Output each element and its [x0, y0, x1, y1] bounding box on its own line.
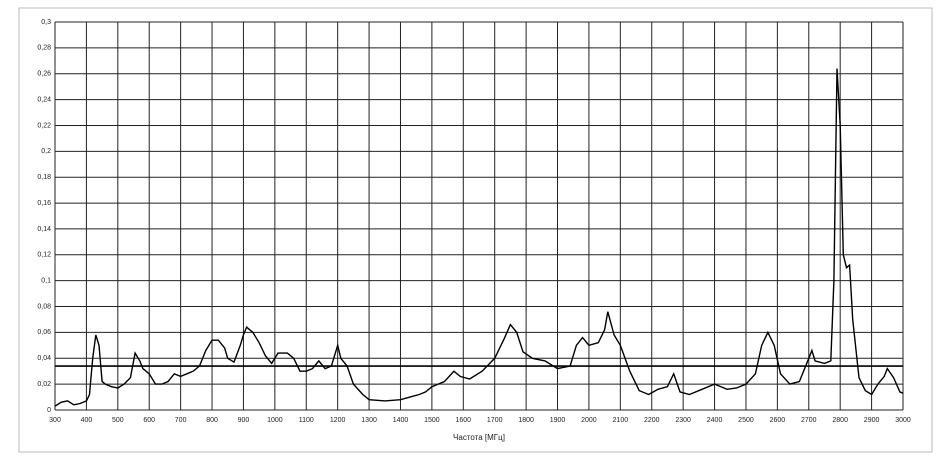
y-tick-label: 0,1	[41, 278, 51, 285]
x-tick-label: 1500	[424, 417, 440, 424]
x-tick-label: 3000	[895, 417, 911, 424]
y-tick-label: 0	[47, 407, 51, 414]
x-axis-label: Частота [МГц]	[453, 433, 505, 442]
x-tick-label: 1400	[393, 417, 409, 424]
x-tick-label: 700	[175, 417, 187, 424]
x-tick-label: 2000	[581, 417, 597, 424]
x-tick-label: 2500	[738, 417, 754, 424]
x-tick-label: 2600	[770, 417, 786, 424]
y-tick-label: 0,2	[41, 148, 51, 155]
x-tick-label: 800	[206, 417, 218, 424]
y-tick-label: 0,06	[37, 329, 51, 336]
frame	[18, 7, 933, 453]
x-tick-label: 1800	[518, 417, 534, 424]
x-tick-label: 2900	[864, 417, 880, 424]
x-tick-label: 900	[238, 417, 250, 424]
data-line	[54, 68, 904, 407]
y-tick-label: 0,12	[37, 252, 51, 259]
x-tick-label: 1700	[487, 417, 503, 424]
y-tick-label: 0,16	[37, 200, 51, 207]
y-tick-label: 0,28	[37, 45, 51, 52]
x-tick-label: 300	[49, 417, 61, 424]
x-tick-label: 1900	[550, 417, 566, 424]
x-tick-label: 2700	[801, 417, 817, 424]
y-tick-label: 0,18	[37, 174, 51, 181]
y-tick-label: 0,08	[37, 303, 51, 310]
x-tick-label: 1100	[299, 417, 314, 424]
x-tick-label: 2300	[675, 417, 691, 424]
x-tick-label: 1300	[361, 417, 377, 424]
y-tick-label: 0,04	[37, 355, 51, 362]
y-tick-label: 0,22	[37, 122, 51, 129]
y-tick-label: 0,24	[37, 96, 51, 103]
x-tick-label: 2400	[707, 417, 723, 424]
x-tick-label: 500	[112, 417, 124, 424]
x-tick-label: 2800	[832, 417, 848, 424]
y-tick-label: 0,14	[37, 226, 51, 233]
x-tick-label: 2200	[644, 417, 660, 424]
x-tick-label: 1600	[456, 417, 472, 424]
y-tick-label: 0,3	[41, 19, 51, 26]
x-tick-label: 1200	[330, 417, 346, 424]
x-tick-label: 1000	[267, 417, 283, 424]
y-tick-label: 0,02	[37, 381, 51, 388]
x-tick-label: 400	[81, 417, 93, 424]
x-tick-label: 600	[143, 417, 155, 424]
y-tick-label: 0,26	[37, 71, 51, 78]
x-tick-label: 2100	[613, 417, 629, 424]
